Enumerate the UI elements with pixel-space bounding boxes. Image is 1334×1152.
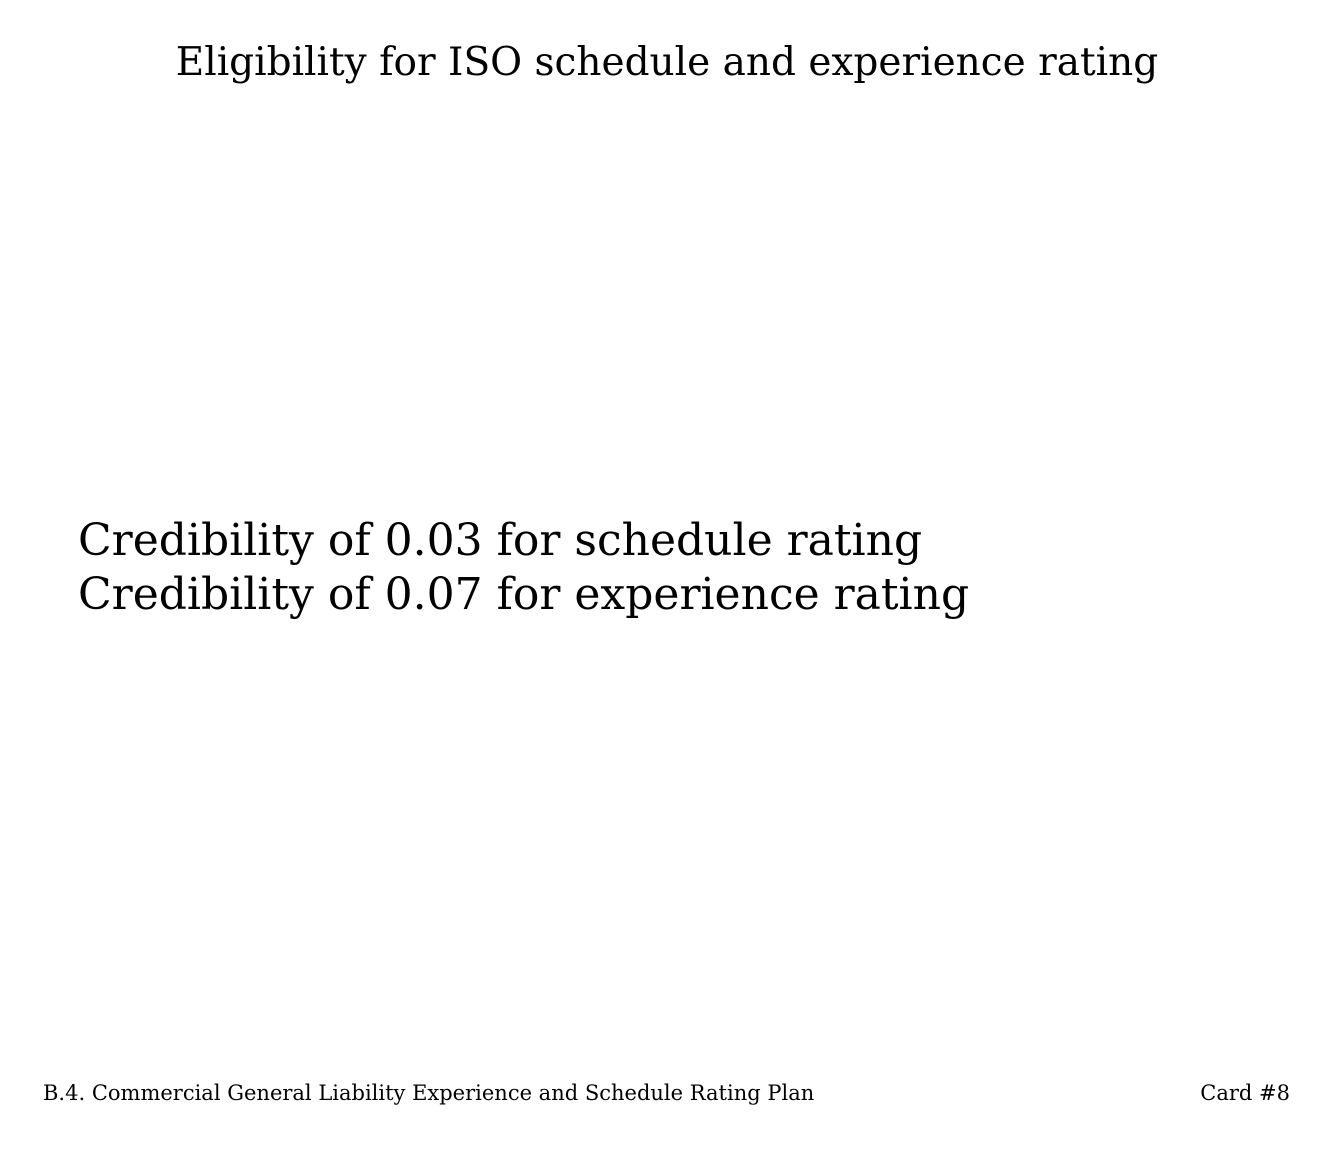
- footer-section-title: B.4. Commercial General Liability Experi…: [43, 1081, 815, 1105]
- experience-rating-credibility: Credibility of 0.07 for experience ratin…: [78, 569, 970, 620]
- card-number: Card #8: [1200, 1081, 1290, 1105]
- card-body: Credibility of 0.03 for schedule rating …: [78, 514, 1258, 622]
- card-title: Eligibility for ISO schedule and experie…: [175, 40, 1159, 85]
- schedule-rating-credibility: Credibility of 0.03 for schedule rating: [78, 515, 923, 566]
- card-footer: B.4. Commercial General Liability Experi…: [43, 1078, 1290, 1108]
